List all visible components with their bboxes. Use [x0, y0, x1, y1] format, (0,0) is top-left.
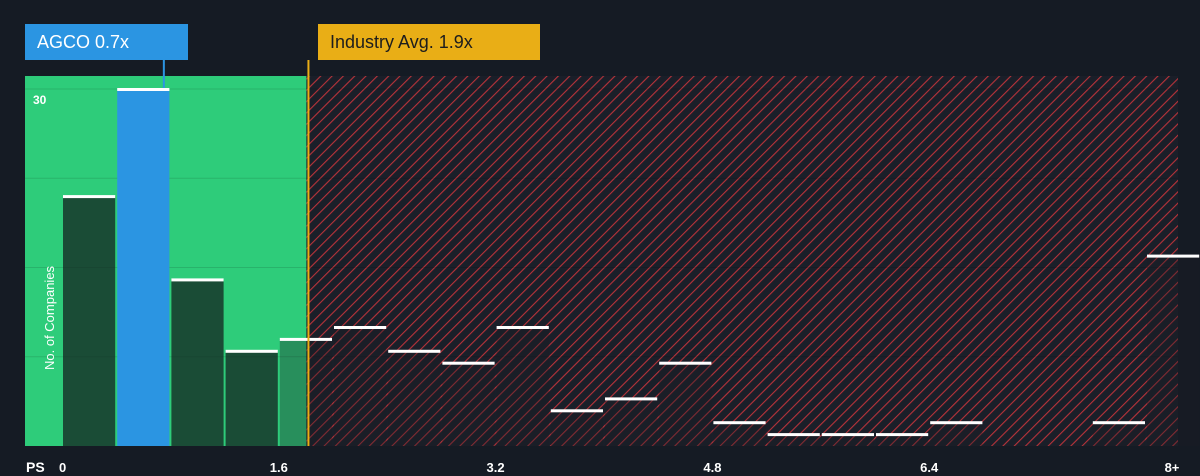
histogram-bar	[63, 196, 116, 446]
histogram-bar	[1147, 255, 1200, 446]
bar-top-cap	[225, 349, 278, 353]
bar-top-cap	[550, 409, 603, 413]
histogram-bar	[821, 434, 874, 446]
histogram-bar	[605, 398, 658, 446]
bar-top-cap	[930, 421, 983, 425]
histogram-bar	[334, 327, 387, 446]
histogram-bar	[713, 422, 766, 446]
histogram-bar	[117, 89, 170, 446]
histogram-bar	[659, 362, 712, 446]
x-axis-label: PS	[26, 459, 45, 475]
bar-top-cap	[279, 337, 332, 341]
bar-top-cap	[171, 278, 224, 282]
bar-top-cap	[496, 326, 549, 329]
bar-top-cap	[821, 433, 874, 437]
x-tick-label: 4.8	[703, 460, 721, 475]
bar-top-cap	[876, 433, 929, 437]
bar-top-cap	[117, 88, 170, 91]
bar-top-cap	[1147, 254, 1200, 258]
x-tick-label: 0	[59, 460, 66, 475]
bar-top-cap	[605, 397, 658, 401]
x-tick-label: 3.2	[487, 460, 505, 475]
x-tick-label: 6.4	[920, 460, 939, 475]
company-ps-label: AGCO 0.7x	[25, 24, 188, 60]
bar-top-cap	[1092, 421, 1145, 425]
bar-top-cap	[63, 195, 116, 199]
bar-top-cap	[659, 361, 712, 365]
x-tick-label: 8+	[1165, 460, 1180, 475]
bar-top-cap	[713, 421, 766, 425]
bar-top-cap	[334, 326, 387, 329]
histogram-bar	[1092, 422, 1145, 446]
histogram-bar	[496, 327, 549, 446]
bar-top-cap	[388, 349, 441, 353]
bar-top-cap	[767, 433, 820, 437]
histogram-bar	[279, 338, 332, 446]
histogram-bar	[550, 410, 603, 446]
y-axis-label: No. of Companies	[42, 265, 57, 370]
x-tick-label: 1.6	[270, 460, 288, 475]
bar-top-cap	[442, 361, 495, 365]
y-tick-label: 30	[33, 93, 47, 107]
expensive-zone	[306, 76, 1178, 446]
industry-average-label: Industry Avg. 1.9x	[318, 24, 540, 60]
histogram-bar	[225, 350, 278, 446]
histogram-bar	[388, 350, 441, 446]
histogram-bar	[876, 434, 929, 446]
histogram-bar	[171, 279, 224, 446]
histogram-bar	[442, 362, 495, 446]
histogram-bar	[930, 422, 983, 446]
histogram-bar	[767, 434, 820, 446]
